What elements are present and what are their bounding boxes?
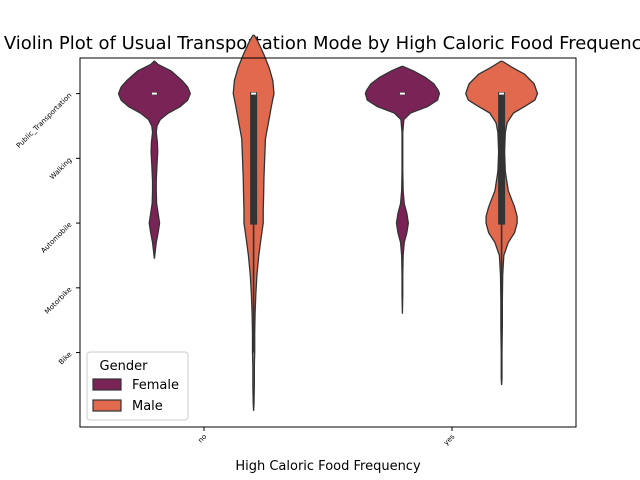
median-female-yes	[399, 92, 405, 95]
x-tick-label: no	[197, 433, 209, 445]
axes-frame	[79, 57, 577, 428]
iqr-box-male-yes	[498, 92, 506, 225]
violin-female-yes	[364, 65, 441, 314]
median-male-no	[251, 92, 257, 95]
violin-female-no	[117, 60, 191, 259]
legend: Gender Female Male	[86, 351, 189, 421]
iqr-box-male-no	[250, 92, 258, 225]
legend-title: Gender	[100, 359, 149, 374]
x-axis-label: High Caloric Food Frequency	[235, 459, 421, 474]
chart-title: Violin Plot of Usual Transportation Mode…	[4, 33, 640, 54]
median-male-yes	[499, 92, 505, 95]
median-female-no	[151, 92, 157, 95]
legend-label-female: Female	[132, 378, 179, 393]
plot-area	[117, 34, 539, 411]
legend-label-male: Male	[132, 399, 163, 414]
legend-swatch-male	[92, 399, 122, 412]
legend-swatch-female	[92, 378, 122, 391]
